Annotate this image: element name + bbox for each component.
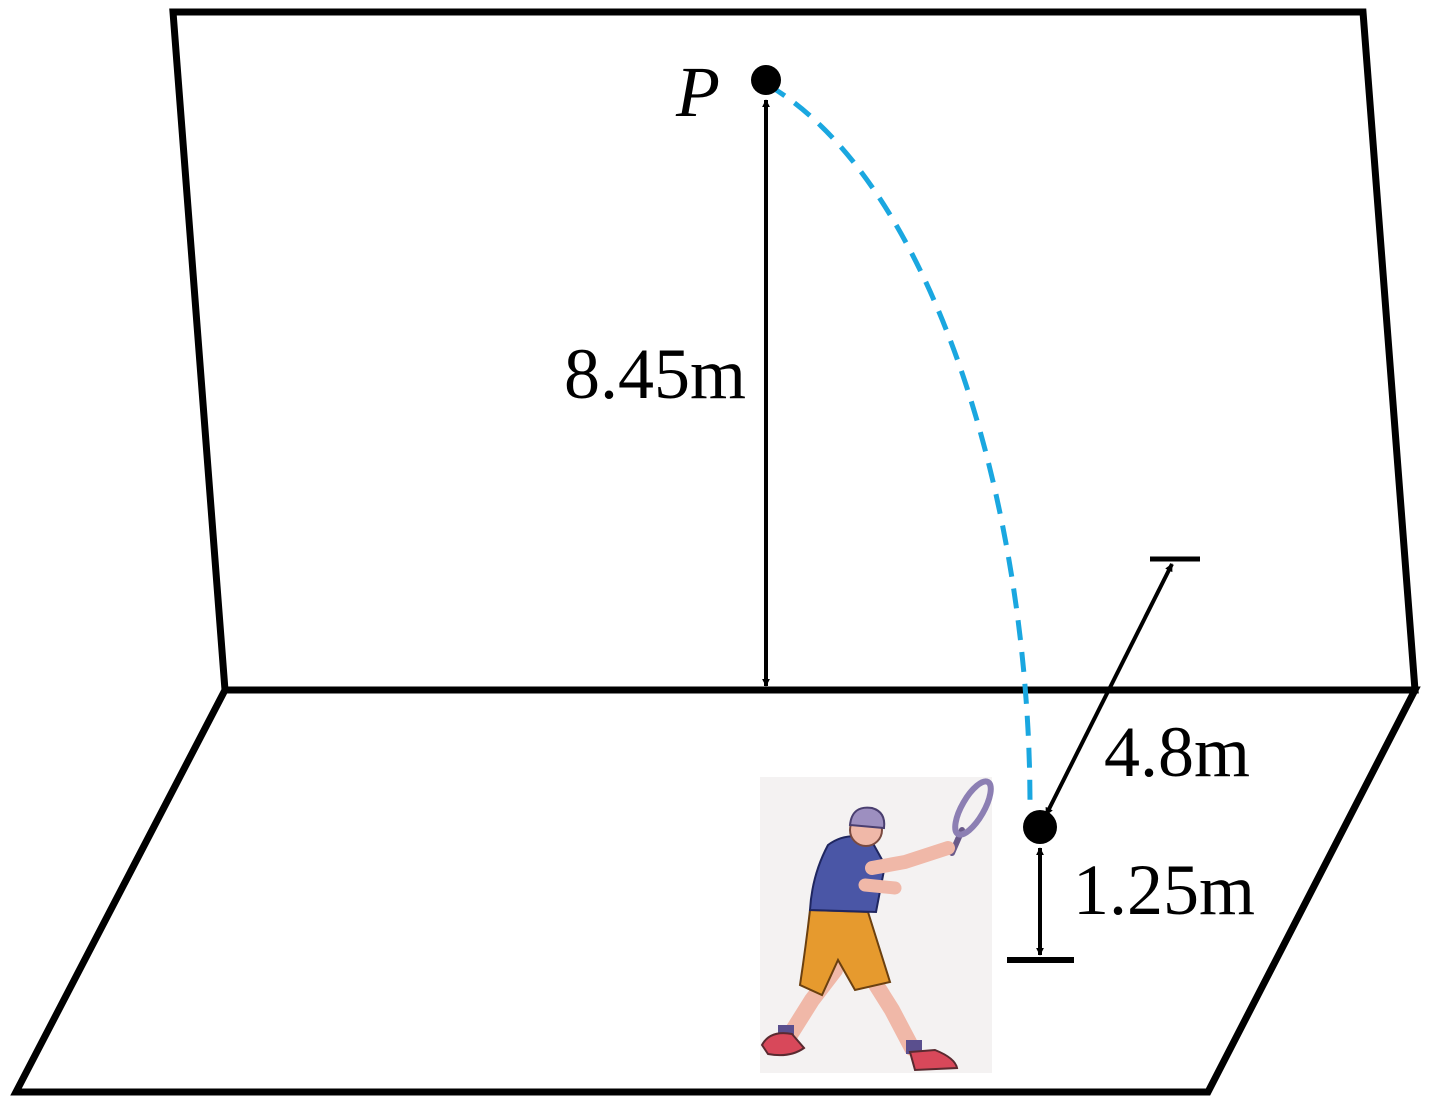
wall-plane [169,8,1419,694]
hit-height-label: 1.25m [1073,850,1255,930]
point-p-dot [751,65,781,95]
point-p-label: P [675,52,720,132]
wall-distance-label: 4.8m [1104,712,1250,792]
player-icon [760,777,994,1073]
wall-distance-arrow [1044,563,1174,816]
wall-height-label: 8.45m [564,334,746,414]
ball-dot [1023,810,1057,844]
